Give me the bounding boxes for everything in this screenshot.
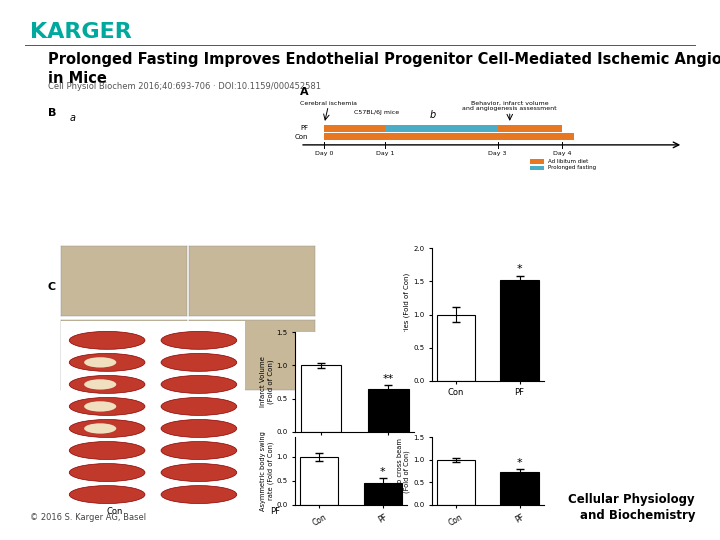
Text: PF: PF xyxy=(300,125,308,131)
Text: Con: Con xyxy=(294,134,308,140)
Text: Prolonged Fasting Improves Endothelial Progenitor Cell-Mediated Ischemic Angioge: Prolonged Fasting Improves Endothelial P… xyxy=(48,52,720,86)
Ellipse shape xyxy=(69,332,145,349)
Bar xyxy=(364,483,402,505)
Bar xyxy=(324,133,575,140)
Ellipse shape xyxy=(84,379,117,389)
Ellipse shape xyxy=(161,442,237,460)
Ellipse shape xyxy=(69,375,145,393)
Y-axis label: Infarct Volume
(Fold of Con): Infarct Volume (Fold of Con) xyxy=(260,356,274,408)
Text: Con: Con xyxy=(117,393,133,402)
Bar xyxy=(500,472,539,505)
Text: Day 4: Day 4 xyxy=(553,151,572,156)
Ellipse shape xyxy=(84,401,117,411)
Text: B: B xyxy=(48,108,56,118)
Text: a: a xyxy=(70,113,76,123)
Text: b: b xyxy=(295,282,301,292)
Text: PF: PF xyxy=(300,393,310,402)
Text: *: * xyxy=(380,468,385,477)
Text: b: b xyxy=(430,110,436,120)
Ellipse shape xyxy=(69,463,145,482)
Ellipse shape xyxy=(161,463,237,482)
Ellipse shape xyxy=(161,353,237,372)
Text: KARGER: KARGER xyxy=(30,22,132,42)
Text: Cerebral ischemia: Cerebral ischemia xyxy=(300,101,357,106)
Text: A: A xyxy=(300,87,309,97)
Text: PF: PF xyxy=(270,507,280,516)
Ellipse shape xyxy=(161,485,237,503)
Text: © 2016 S. Karger AG, Basel: © 2016 S. Karger AG, Basel xyxy=(30,513,146,522)
Bar xyxy=(500,280,539,381)
Ellipse shape xyxy=(161,332,237,349)
Bar xyxy=(384,125,498,132)
Ellipse shape xyxy=(161,420,237,437)
Text: Prolonged fasting: Prolonged fasting xyxy=(548,165,596,170)
Text: and angiogenesis assessment: and angiogenesis assessment xyxy=(462,106,557,111)
Ellipse shape xyxy=(69,420,145,437)
Text: Con: Con xyxy=(107,507,123,516)
Y-axis label: Time to cross beam
(Fold of Con): Time to cross beam (Fold of Con) xyxy=(397,438,410,504)
Bar xyxy=(437,460,475,505)
Ellipse shape xyxy=(161,397,237,415)
Text: Behavior, infarct volume: Behavior, infarct volume xyxy=(471,101,549,106)
Text: Day 1: Day 1 xyxy=(376,151,394,156)
Text: Ad libitum diet: Ad libitum diet xyxy=(548,159,588,164)
Text: Day 3: Day 3 xyxy=(488,151,507,156)
Bar xyxy=(301,366,341,432)
Ellipse shape xyxy=(84,423,117,434)
Text: Cellular Physiology
and Biochemistry: Cellular Physiology and Biochemistry xyxy=(568,493,695,522)
Bar xyxy=(530,166,544,170)
Y-axis label: Asymmetric body swing
rate (Fold of Con): Asymmetric body swing rate (Fold of Con) xyxy=(260,431,274,511)
Text: C57BL/6J mice: C57BL/6J mice xyxy=(354,110,400,114)
Bar xyxy=(530,159,544,164)
Text: *: * xyxy=(517,458,522,468)
Text: **: ** xyxy=(383,374,394,384)
Bar xyxy=(324,125,384,132)
Ellipse shape xyxy=(84,357,117,368)
Bar xyxy=(437,314,475,381)
Ellipse shape xyxy=(69,442,145,460)
Text: Cell Physiol Biochem 2016;40:693-706 · DOI:10.1159/000452581: Cell Physiol Biochem 2016;40:693-706 · D… xyxy=(48,82,321,91)
Bar xyxy=(498,125,562,132)
Ellipse shape xyxy=(69,397,145,415)
Bar xyxy=(300,457,338,505)
Text: c: c xyxy=(295,370,300,380)
Y-axis label: Capillaries (Fold of Con): Capillaries (Fold of Con) xyxy=(404,273,410,356)
Ellipse shape xyxy=(69,485,145,503)
Text: *: * xyxy=(517,264,522,274)
Bar xyxy=(368,389,409,432)
Ellipse shape xyxy=(161,375,237,393)
Text: Day 0: Day 0 xyxy=(315,151,333,156)
Text: C: C xyxy=(48,282,56,292)
Text: a: a xyxy=(70,287,76,297)
Ellipse shape xyxy=(69,353,145,372)
Text: d: d xyxy=(432,370,438,380)
